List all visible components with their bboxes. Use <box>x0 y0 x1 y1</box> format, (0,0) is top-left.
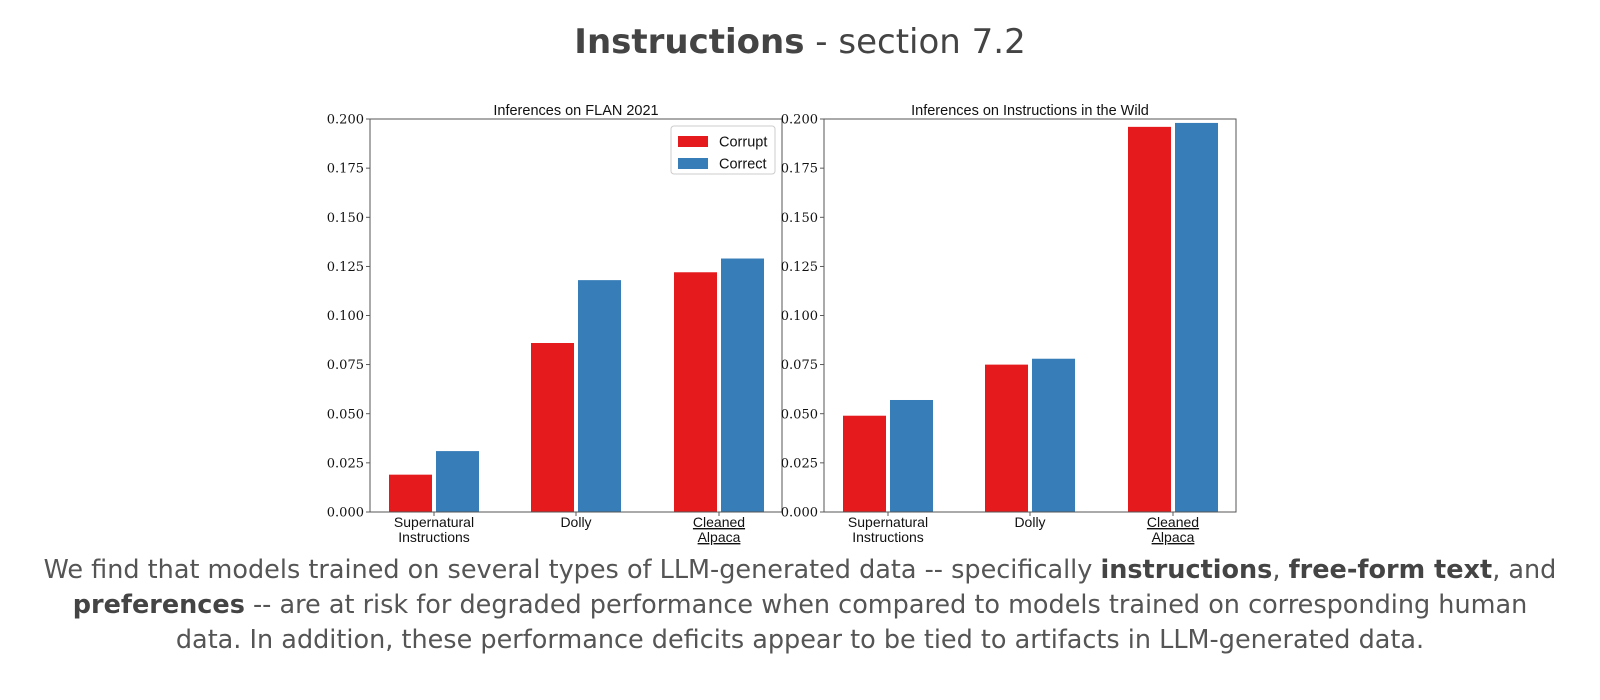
bar-correct <box>1175 122 1218 513</box>
bar-correct <box>890 399 933 512</box>
legend: Corrupt Correct <box>670 125 776 175</box>
x-tick-label: Instructions <box>852 529 924 545</box>
y-tick-label: 0.075 <box>327 358 364 373</box>
x-tick-label: Instructions <box>398 529 470 545</box>
bar-corrupt <box>389 474 432 512</box>
y-tick-label: 0.025 <box>327 456 364 471</box>
caption-bold-free-form-text: free-form text <box>1288 555 1493 585</box>
chart-title: Inferences on FLAN 2021 <box>493 103 658 119</box>
y-tick-label: 0.125 <box>327 260 364 275</box>
x-tick-label: Supernatural <box>848 514 928 530</box>
chart-title: Inferences on Instructions in the Wild <box>911 103 1149 119</box>
y-tick-label: 0.150 <box>327 211 364 226</box>
x-tick-label: Cleaned <box>693 514 745 530</box>
bar-correct <box>721 258 764 512</box>
y-tick-label: 0.050 <box>327 407 364 422</box>
y-tick-label: 0.125 <box>781 260 818 275</box>
y-tick-label: 0.000 <box>327 506 364 521</box>
y-tick-label: 0.075 <box>781 358 818 373</box>
x-tick-label: Supernatural <box>394 514 474 530</box>
caption-seg-2: , <box>1272 555 1289 585</box>
y-tick-label: 0.175 <box>327 162 364 177</box>
caption-seg-4: -- are at risk for degraded performance … <box>175 590 1528 655</box>
plot-frame <box>369 118 783 513</box>
bar-correct <box>436 451 479 512</box>
bar-correct <box>578 280 621 512</box>
y-tick-label: 0.175 <box>781 162 818 177</box>
page-title-bold: Instructions <box>574 22 805 62</box>
bar-corrupt <box>1128 126 1171 513</box>
chart-panel-2: Inferences on Instructions in the Wild Su… <box>781 103 1237 545</box>
bar-corrupt <box>985 364 1028 512</box>
bar-corrupt <box>674 272 717 512</box>
chart-panel-1: Inferences on FLAN 2021 SupernaturalInstr… <box>327 103 783 545</box>
y-tick-label: 0.200 <box>327 113 364 128</box>
legend-swatch-correct <box>678 158 708 169</box>
plot-frame <box>823 118 1237 513</box>
y-tick-label: 0.050 <box>781 407 818 422</box>
y-tick-label: 0.150 <box>781 211 818 226</box>
caption-bold-preferences: preferences <box>72 590 245 620</box>
y-tick-label: 0.200 <box>781 113 818 128</box>
y-tick-label: 0.100 <box>327 309 364 324</box>
y-tick-label: 0.025 <box>781 456 818 471</box>
bar-corrupt <box>843 415 886 512</box>
bar-correct <box>1032 358 1075 512</box>
caption-bold-instructions: instructions <box>1100 555 1273 585</box>
x-tick-label: Alpaca <box>1152 529 1195 545</box>
caption-text: We find that models trained on several t… <box>40 553 1560 658</box>
x-tick-label: Alpaca <box>698 529 741 545</box>
page-title: Instructions - section 7.2 <box>0 22 1600 62</box>
legend-label-correct: Correct <box>719 157 767 173</box>
x-tick-label: Dolly <box>1014 514 1045 530</box>
page-title-rest: - section 7.2 <box>804 22 1026 62</box>
charts-figure: Inferences on FLAN 2021SupernaturalInstr… <box>327 103 1237 545</box>
caption-seg-1: We find that models trained on several t… <box>43 555 1101 585</box>
legend-label-corrupt: Corrupt <box>719 135 767 151</box>
x-tick-label: Cleaned <box>1147 514 1199 530</box>
legend-swatch-corrupt <box>678 136 708 147</box>
x-tick-label: Dolly <box>560 514 591 530</box>
y-tick-label: 0.000 <box>781 506 818 521</box>
bar-corrupt <box>531 343 574 512</box>
caption-seg-3: , and <box>1492 555 1557 585</box>
y-tick-label: 0.100 <box>781 309 818 324</box>
